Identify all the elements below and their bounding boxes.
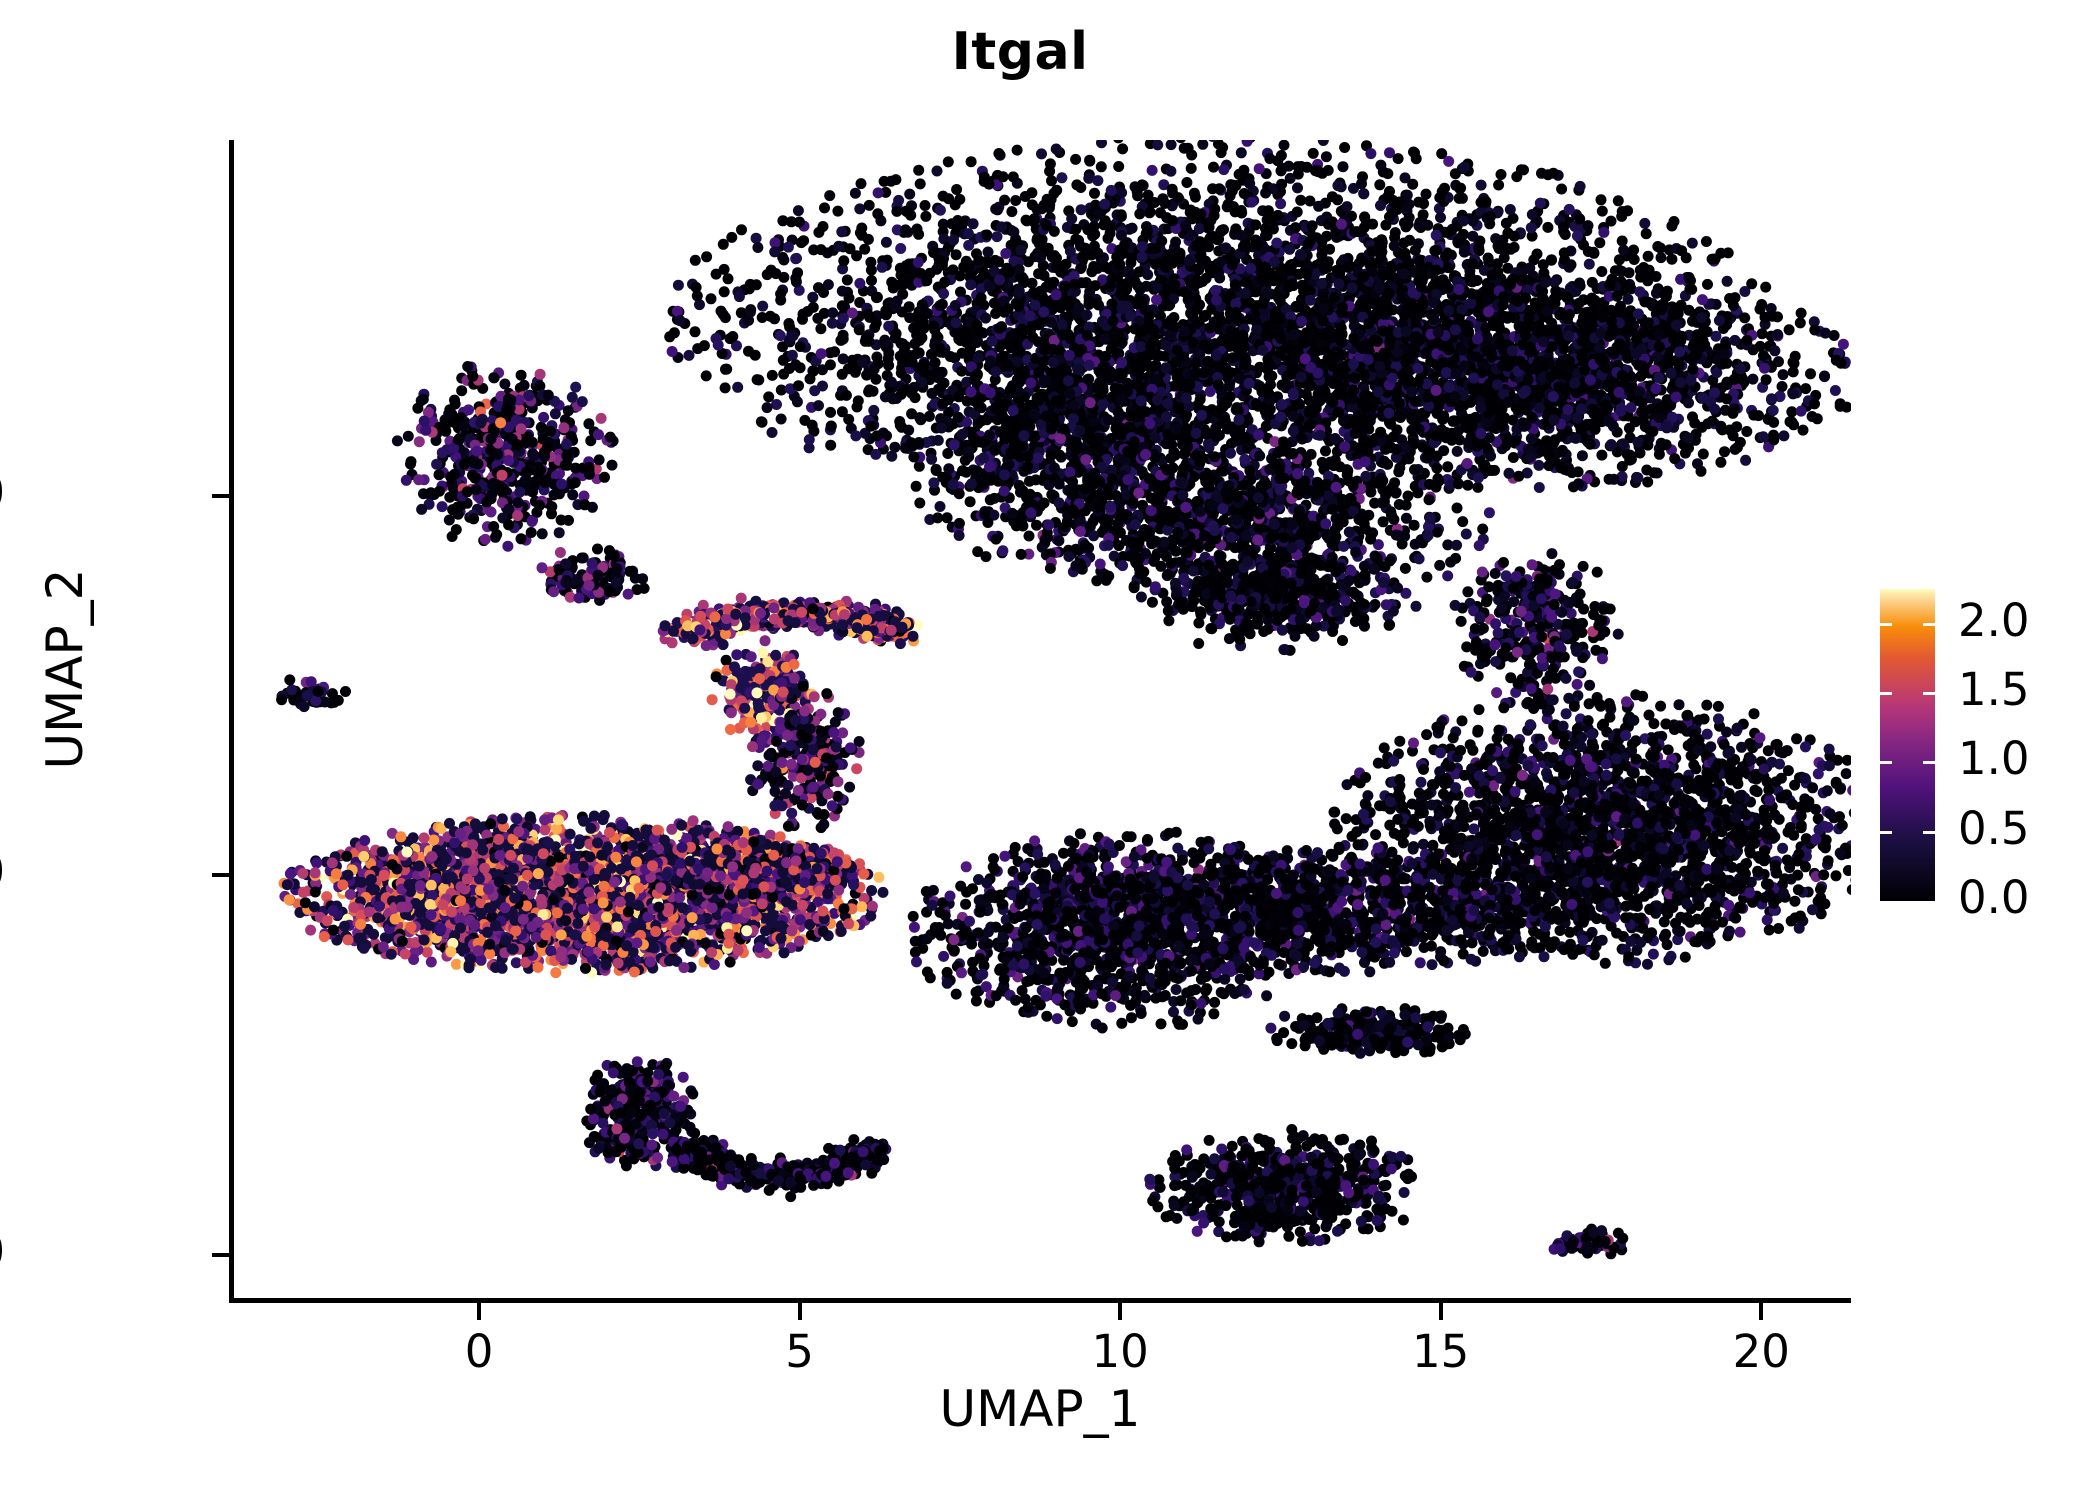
- x-tick-label: 0: [399, 1325, 559, 1378]
- y-axis-label: UMAP_2: [36, 359, 94, 979]
- colorbar-tick-mark: [1923, 761, 1935, 765]
- x-tick-mark: [797, 1303, 802, 1320]
- scatter-points-layer: [276, 140, 1851, 1260]
- y-tick-mark: [212, 494, 229, 499]
- colorbar-gradient: [1880, 589, 1935, 901]
- y-tick-label: 0: [0, 845, 5, 898]
- x-axis-label: UMAP_1: [229, 1380, 1851, 1438]
- y-tick-label: -10: [0, 1225, 5, 1278]
- colorbar-tick-mark: [1923, 692, 1935, 695]
- colorbar-tick-mark: [1923, 622, 1935, 626]
- y-tick-mark: [212, 873, 229, 878]
- x-tick-mark: [1438, 1303, 1443, 1320]
- colorbar-tick-mark: [1923, 830, 1935, 834]
- colorbar-legend: 2.0 1.5 1.0 0.5 0.0: [1880, 589, 2080, 924]
- x-tick-label: 20: [1681, 1325, 1841, 1378]
- page-title: Itgal: [0, 22, 2040, 82]
- colorbar-tick-label: 1.0: [1958, 732, 2030, 785]
- x-tick-mark: [477, 1303, 482, 1320]
- colorbar-tick-label: 0.0: [1958, 871, 2030, 924]
- colorbar-tick-mark: [1880, 761, 1892, 765]
- colorbar-tick-label: 0.5: [1958, 802, 2030, 855]
- x-tick-label: 5: [720, 1325, 880, 1378]
- x-tick-label: 10: [1040, 1325, 1200, 1378]
- colorbar-tick-label: 2.0: [1958, 594, 2030, 647]
- y-tick-mark: [212, 1252, 229, 1257]
- y-axis-spine: [229, 140, 234, 1303]
- x-tick-mark: [1759, 1303, 1764, 1320]
- colorbar-tick-mark: [1880, 622, 1892, 626]
- colorbar-tick-label: 1.5: [1958, 663, 2030, 716]
- y-tick-label: 10: [0, 466, 5, 519]
- x-axis-spine: [229, 1298, 1851, 1303]
- x-tick-label: 15: [1361, 1325, 1521, 1378]
- colorbar-tick-mark: [1880, 830, 1892, 834]
- colorbar-tick-mark: [1880, 692, 1892, 695]
- x-tick-mark: [1118, 1303, 1123, 1320]
- scatter-plot-canvas: [229, 140, 1851, 1300]
